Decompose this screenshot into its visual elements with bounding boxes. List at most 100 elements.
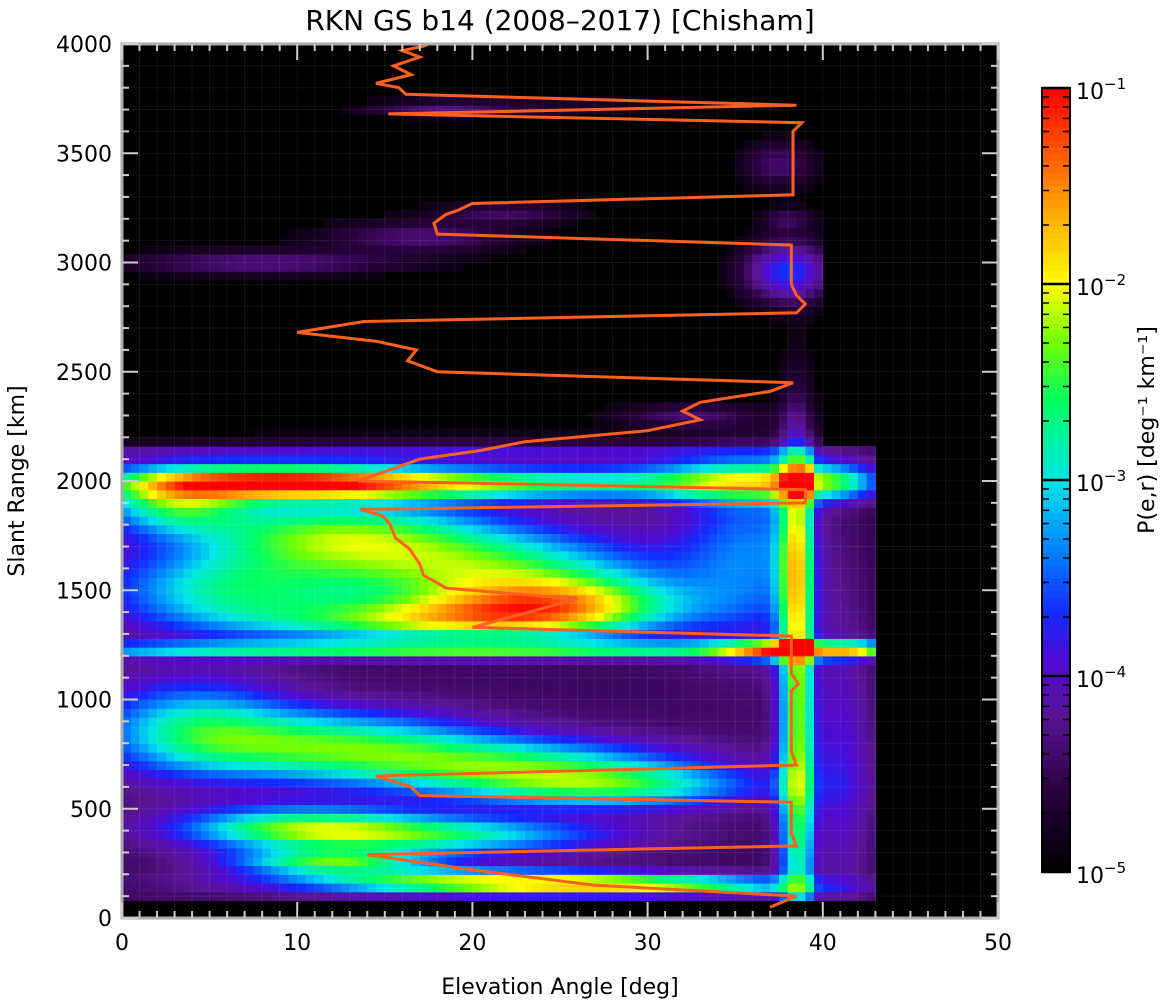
heatmap-cell: [349, 856, 360, 867]
heatmap-cell: [358, 655, 368, 666]
heatmap-cell: [323, 271, 333, 281]
heatmap-cell: [551, 446, 561, 456]
heatmap-cell: [279, 760, 290, 771]
heatmap-cell: [437, 454, 447, 465]
heatmap-cell: [717, 279, 728, 290]
heatmap-cell: [752, 166, 763, 176]
heatmap-cell: [367, 559, 377, 569]
heatmap-cell: [735, 708, 745, 718]
heatmap-cell: [682, 804, 692, 814]
heatmap-cell: [595, 690, 605, 701]
heatmap-cell: [165, 446, 176, 456]
heatmap-cell: [323, 647, 333, 657]
heatmap-cell: [542, 201, 552, 211]
heatmap-cell: [708, 743, 719, 753]
heatmap-cell: [341, 489, 351, 500]
heatmap-cell: [524, 813, 535, 823]
heatmap-cell: [516, 629, 526, 639]
heatmap-cell: [621, 682, 631, 692]
heatmap-cell: [577, 428, 587, 438]
heatmap-cell: [200, 271, 211, 281]
heatmap-cell: [621, 734, 631, 744]
heatmap-cell: [314, 734, 325, 744]
heatmap-cell: [682, 856, 692, 867]
heatmap-cell: [270, 856, 281, 867]
heatmap-cell: [192, 690, 202, 701]
heatmap-cell: [796, 708, 806, 718]
heatmap-cell: [560, 507, 570, 517]
heatmap-cell: [148, 524, 158, 535]
heatmap-cell: [253, 568, 263, 578]
heatmap-cell: [700, 472, 710, 482]
heatmap-cell: [157, 830, 167, 840]
heatmap-cell: [332, 559, 342, 569]
heatmap-cell: [157, 708, 167, 718]
heatmap-cell: [270, 437, 281, 447]
heatmap-cell: [332, 524, 342, 535]
heatmap-cell: [209, 804, 219, 814]
heatmap-cell: [498, 804, 509, 814]
heatmap-cell: [157, 603, 167, 613]
heatmap-cell: [419, 638, 430, 648]
heatmap-cell: [454, 839, 465, 849]
heatmap-cell: [332, 804, 342, 814]
heatmap-cell: [165, 856, 176, 867]
heatmap-cell: [489, 446, 500, 456]
heatmap-cell: [227, 620, 237, 631]
heatmap-cell: [612, 682, 622, 692]
heatmap-cell: [183, 769, 193, 779]
heatmap-cell: [743, 716, 754, 727]
heatmap-cell: [630, 655, 640, 666]
heatmap-cell: [481, 673, 491, 683]
heatmap-cell: [235, 699, 246, 709]
heatmap-cell: [770, 891, 780, 902]
heatmap-cell: [148, 533, 158, 543]
heatmap-cell: [568, 507, 579, 517]
heatmap-cell: [192, 481, 202, 491]
heatmap-cell: [437, 647, 447, 657]
heatmap-cell: [209, 699, 219, 709]
heatmap-cell: [235, 743, 246, 753]
heatmap-cell: [270, 542, 281, 552]
heatmap-cell: [647, 419, 657, 430]
heatmap-cell: [235, 437, 246, 447]
heatmap-cell: [577, 620, 587, 631]
heatmap-cell: [192, 515, 202, 526]
heatmap-cell: [761, 690, 771, 701]
heatmap-cell: [673, 725, 684, 736]
heatmap-cell: [796, 699, 806, 709]
heatmap-cell: [542, 568, 552, 578]
heatmap-cell: [305, 795, 316, 805]
heatmap-cell: [297, 734, 307, 744]
heatmap-cell: [419, 603, 430, 613]
heatmap-cell: [341, 253, 351, 264]
heatmap-cell: [577, 865, 587, 875]
heatmap-cell: [437, 813, 447, 823]
heatmap-cell: [586, 716, 596, 727]
heatmap-cell: [305, 533, 316, 543]
heatmap-cell: [165, 542, 176, 552]
heatmap-cell: [796, 673, 806, 683]
heatmap-cell: [612, 751, 622, 762]
heatmap-cell: [148, 542, 158, 552]
heatmap-cell: [560, 725, 570, 736]
heatmap-cell: [489, 856, 500, 867]
heatmap-cell: [595, 821, 605, 832]
heatmap-cell: [174, 585, 184, 596]
heatmap-cell: [411, 655, 421, 666]
heatmap-cell: [665, 437, 675, 447]
heatmap-cell: [682, 542, 692, 552]
heatmap-cell: [227, 568, 237, 578]
heatmap-cell: [752, 848, 763, 858]
heatmap-cell: [770, 751, 780, 762]
heatmap-cell: [551, 507, 561, 517]
heatmap-cell: [463, 559, 473, 569]
heatmap-cell: [498, 236, 509, 246]
heatmap-cell: [638, 690, 649, 701]
heatmap-cell: [796, 839, 806, 849]
heatmap-cell: [717, 743, 728, 753]
heatmap-cell: [419, 446, 430, 456]
heatmap-cell: [656, 786, 666, 797]
heatmap-cell: [279, 664, 290, 674]
heatmap-cell: [130, 533, 141, 543]
